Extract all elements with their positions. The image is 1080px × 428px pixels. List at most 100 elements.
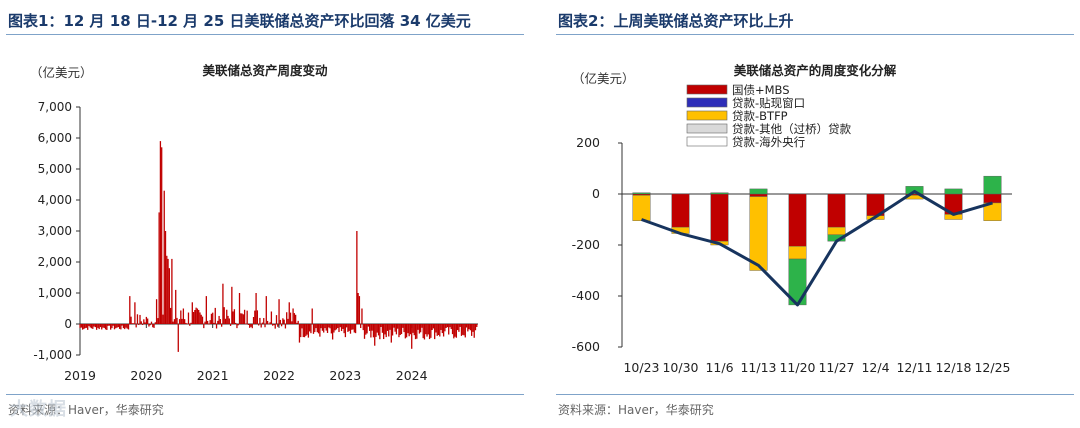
- y-tick-label: 4,000: [38, 193, 72, 207]
- x-tick-label: 2020: [130, 368, 162, 383]
- weekly-bar: [240, 313, 242, 324]
- weekly-bar: [131, 323, 134, 324]
- y-unit-label: （亿美元）: [30, 65, 93, 80]
- weekly-bar: [471, 324, 473, 336]
- bars: [79, 141, 478, 352]
- weekly-bar: [455, 324, 458, 338]
- weekly-bar: [122, 324, 125, 329]
- weekly-bar: [98, 324, 100, 330]
- weekly-bar: [270, 311, 273, 324]
- weekly-bar: [222, 283, 224, 324]
- weekly-bar: [204, 321, 206, 324]
- decomposition-chart: 美联储总资产的周度变化分解 （亿美元） 国债+MBS贷款-贴现窗口贷款-BTFP…: [572, 63, 1012, 375]
- weekly-bar: [195, 307, 197, 324]
- total-line-path: [640, 189, 993, 307]
- figure-label: 图表1：: [8, 12, 64, 30]
- weekly-bar: [88, 324, 90, 327]
- weekly-bar: [449, 324, 451, 328]
- weekly-bar: [279, 319, 281, 324]
- weekly-bar: [159, 141, 162, 324]
- weekly-bar: [124, 324, 126, 330]
- weekly-bar: [450, 324, 452, 330]
- y-tick-label: -600: [572, 339, 600, 354]
- weekly-bar: [92, 324, 94, 329]
- weekly-bar: [84, 324, 86, 329]
- bar-segment: [983, 175, 1002, 195]
- x-tick-label: 10/23: [623, 360, 659, 375]
- weekly-bar: [152, 324, 154, 328]
- bar-segment: [710, 192, 729, 195]
- weekly-bar: [177, 324, 179, 352]
- weekly-bar: [330, 324, 333, 334]
- weekly-bar: [181, 318, 183, 324]
- weekly-bar: [437, 324, 440, 336]
- weekly-bar: [297, 320, 299, 324]
- weekly-bar: [340, 324, 343, 332]
- weekly-bar: [314, 324, 316, 333]
- weekly-bar: [352, 324, 354, 330]
- weekly-bar: [411, 324, 413, 349]
- weekly-bar: [405, 324, 408, 338]
- weekly-bar: [357, 293, 359, 324]
- weekly-bar: [257, 324, 260, 326]
- weekly-bar: [321, 324, 324, 331]
- weekly-bar: [250, 324, 252, 327]
- chart-title: 美联储总资产的周度变化分解: [734, 63, 897, 78]
- weekly-bar: [256, 310, 259, 324]
- weekly-bar: [371, 324, 373, 331]
- weekly-bar: [166, 255, 168, 324]
- x-tick-label: 12/11: [896, 360, 932, 375]
- weekly-bar: [291, 321, 293, 324]
- weekly-bar: [363, 324, 366, 339]
- weekly-bar: [241, 313, 243, 324]
- weekly-bar: [391, 324, 394, 336]
- weekly-bar: [417, 324, 419, 330]
- weekly-bar: [252, 316, 255, 324]
- weekly-bar: [439, 324, 441, 337]
- weekly-bar: [374, 324, 376, 346]
- bar-segment: [632, 192, 651, 195]
- weekly-bar: [320, 324, 322, 329]
- weekly-bar: [310, 324, 312, 334]
- x-tick-label: 11/27: [818, 360, 854, 375]
- legend-label: 贷款-贴现窗口: [732, 96, 805, 110]
- weekly-bar: [203, 324, 205, 329]
- weekly-bar: [259, 317, 261, 324]
- source-note: 资料来源：Haver，华泰研究: [8, 403, 164, 417]
- y-tick-label: 5,000: [38, 162, 72, 176]
- weekly-bar: [376, 324, 378, 333]
- weekly-bar: [331, 324, 334, 340]
- weekly-bar: [301, 324, 303, 329]
- bar-segment: [749, 196, 768, 271]
- weekly-bar: [144, 322, 146, 324]
- y-tick-label: 200: [576, 135, 600, 150]
- weekly-bar: [338, 324, 340, 333]
- weekly-bar: [361, 308, 363, 324]
- weekly-bar: [458, 324, 460, 332]
- weekly-bar: [278, 299, 280, 324]
- weekly-bar: [464, 324, 466, 338]
- x-tick-label: 10/30: [662, 360, 698, 375]
- weekly-bar: [269, 322, 271, 324]
- x-tick-label: 12/25: [974, 360, 1010, 375]
- weekly-bar: [453, 324, 455, 339]
- x-tick-label: 12/18: [935, 360, 971, 375]
- weekly-bar: [418, 324, 421, 334]
- weekly-bar: [182, 308, 185, 324]
- weekly-bar: [163, 190, 165, 324]
- weekly-bar: [476, 324, 478, 327]
- weekly-bar: [414, 324, 417, 340]
- weekly-bar: [365, 324, 367, 335]
- weekly-bar: [94, 324, 97, 328]
- weekly-bar: [316, 324, 318, 333]
- weekly-bar: [303, 324, 306, 338]
- weekly-bar: [121, 324, 123, 326]
- weekly-bar: [463, 324, 465, 336]
- bar-segment: [788, 246, 807, 260]
- weekly-bar: [462, 324, 464, 335]
- weekly-bar: [399, 324, 401, 336]
- weekly-bar: [368, 324, 371, 331]
- weekly-bar: [404, 324, 406, 339]
- weekly-bar: [385, 324, 387, 338]
- weekly-bar: [307, 324, 310, 338]
